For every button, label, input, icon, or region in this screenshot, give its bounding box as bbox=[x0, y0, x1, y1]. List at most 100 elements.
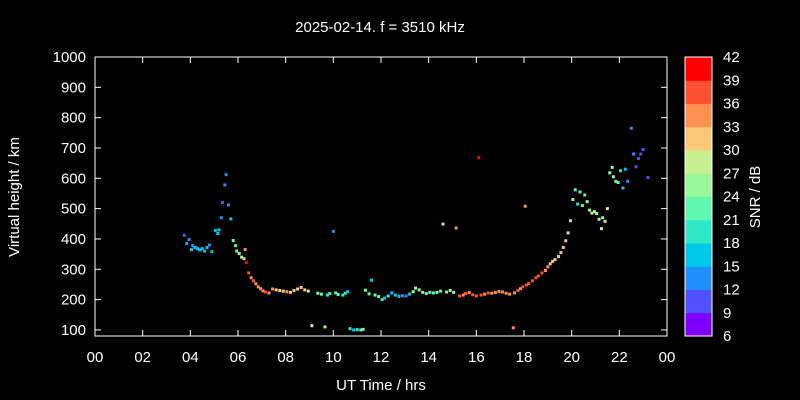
y-tick-label: 800 bbox=[61, 110, 86, 127]
colorbar-tick-label: 39 bbox=[723, 72, 740, 89]
colorbar-tick-label: 6 bbox=[723, 328, 731, 345]
data-point bbox=[256, 285, 260, 289]
data-point bbox=[267, 291, 271, 295]
data-point bbox=[411, 290, 415, 294]
colorbar-segment bbox=[685, 196, 712, 221]
data-point bbox=[224, 173, 228, 177]
data-point bbox=[611, 175, 615, 179]
data-point bbox=[490, 291, 494, 295]
data-point bbox=[261, 289, 265, 293]
data-point bbox=[359, 328, 363, 332]
data-point bbox=[540, 271, 544, 275]
data-point bbox=[213, 228, 217, 232]
data-point bbox=[195, 247, 199, 251]
data-point bbox=[249, 276, 253, 280]
data-point bbox=[231, 238, 235, 242]
data-point bbox=[518, 287, 522, 291]
data-point bbox=[590, 211, 594, 215]
data-point bbox=[198, 248, 202, 252]
y-tick-label: 900 bbox=[61, 79, 86, 96]
data-point bbox=[452, 290, 456, 294]
data-point bbox=[474, 294, 478, 298]
x-tick-label: 14 bbox=[420, 349, 437, 366]
data-point bbox=[259, 287, 263, 291]
data-point bbox=[632, 152, 636, 156]
data-point bbox=[207, 243, 211, 247]
data-point bbox=[187, 238, 191, 242]
colorbar-frame bbox=[684, 56, 713, 337]
data-point bbox=[254, 282, 258, 286]
data-point bbox=[383, 296, 387, 300]
data-point bbox=[292, 289, 296, 293]
data-point bbox=[251, 279, 255, 283]
data-point bbox=[564, 239, 568, 243]
y-axis-label: Virtual height / km bbox=[6, 137, 23, 257]
data-point bbox=[578, 190, 582, 194]
data-point bbox=[341, 293, 345, 297]
data-point bbox=[477, 156, 481, 160]
data-point bbox=[346, 290, 350, 294]
chart-title: 2025-02-14. f = 3510 kHz bbox=[295, 19, 465, 36]
data-point bbox=[240, 255, 244, 259]
colorbar-tick-label: 18 bbox=[723, 235, 740, 252]
data-point bbox=[348, 327, 352, 331]
y-axis: 100 200 300 400 500 600 700 800 900 1000 bbox=[53, 49, 667, 339]
data-point bbox=[361, 327, 365, 331]
x-axis-label: UT Time / hrs bbox=[336, 377, 426, 394]
data-point bbox=[408, 292, 412, 296]
data-point bbox=[182, 233, 186, 237]
colorbar-segment bbox=[685, 266, 712, 290]
data-point bbox=[200, 247, 204, 251]
data-point bbox=[592, 210, 596, 214]
data-point bbox=[461, 293, 465, 297]
data-point bbox=[235, 249, 239, 253]
data-point bbox=[190, 248, 194, 252]
colorbar-segment bbox=[685, 57, 712, 81]
data-point bbox=[303, 288, 307, 292]
data-point bbox=[367, 292, 371, 296]
data-point bbox=[247, 271, 251, 275]
data-point bbox=[226, 203, 230, 207]
x-tick-label: 00 bbox=[87, 349, 104, 366]
data-point bbox=[221, 201, 225, 205]
plot-area bbox=[94, 56, 668, 337]
x-tick-label: 02 bbox=[134, 349, 151, 366]
colorbar-segment bbox=[685, 103, 712, 128]
data-point bbox=[377, 295, 381, 299]
data-point bbox=[242, 257, 246, 261]
data-point bbox=[501, 290, 505, 294]
data-point bbox=[467, 291, 471, 295]
data-point bbox=[623, 167, 627, 171]
data-point bbox=[390, 291, 394, 295]
data-point bbox=[512, 291, 516, 295]
colorbar-tick-label: 24 bbox=[723, 189, 740, 206]
data-point bbox=[217, 228, 221, 232]
data-point bbox=[486, 291, 490, 295]
y-tick-label: 600 bbox=[61, 170, 86, 187]
data-point bbox=[441, 222, 445, 226]
y-tick-label: 200 bbox=[61, 292, 86, 309]
data-point bbox=[325, 293, 329, 297]
data-point bbox=[568, 219, 572, 223]
data-point bbox=[219, 216, 223, 220]
data-point bbox=[521, 285, 525, 289]
x-tick-label: 04 bbox=[182, 349, 199, 366]
colorbar-tick-label: 36 bbox=[723, 96, 740, 113]
data-point bbox=[229, 217, 233, 221]
data-point bbox=[234, 244, 238, 248]
y-tick-label: 1000 bbox=[53, 49, 86, 66]
data-point bbox=[511, 326, 515, 330]
data-point bbox=[629, 126, 633, 130]
data-point bbox=[435, 290, 439, 294]
data-point bbox=[646, 175, 650, 179]
colorbar-tick-label: 15 bbox=[723, 258, 740, 275]
data-point bbox=[493, 291, 497, 295]
colorbar-tick-label: 30 bbox=[723, 142, 740, 159]
colorbar-tick-label: 27 bbox=[723, 165, 740, 182]
y-tick-label: 400 bbox=[61, 231, 86, 248]
data-point bbox=[479, 293, 483, 297]
data-point bbox=[448, 289, 452, 293]
x-tick-label: 10 bbox=[325, 349, 342, 366]
data-point bbox=[336, 292, 340, 296]
data-point bbox=[641, 147, 645, 151]
